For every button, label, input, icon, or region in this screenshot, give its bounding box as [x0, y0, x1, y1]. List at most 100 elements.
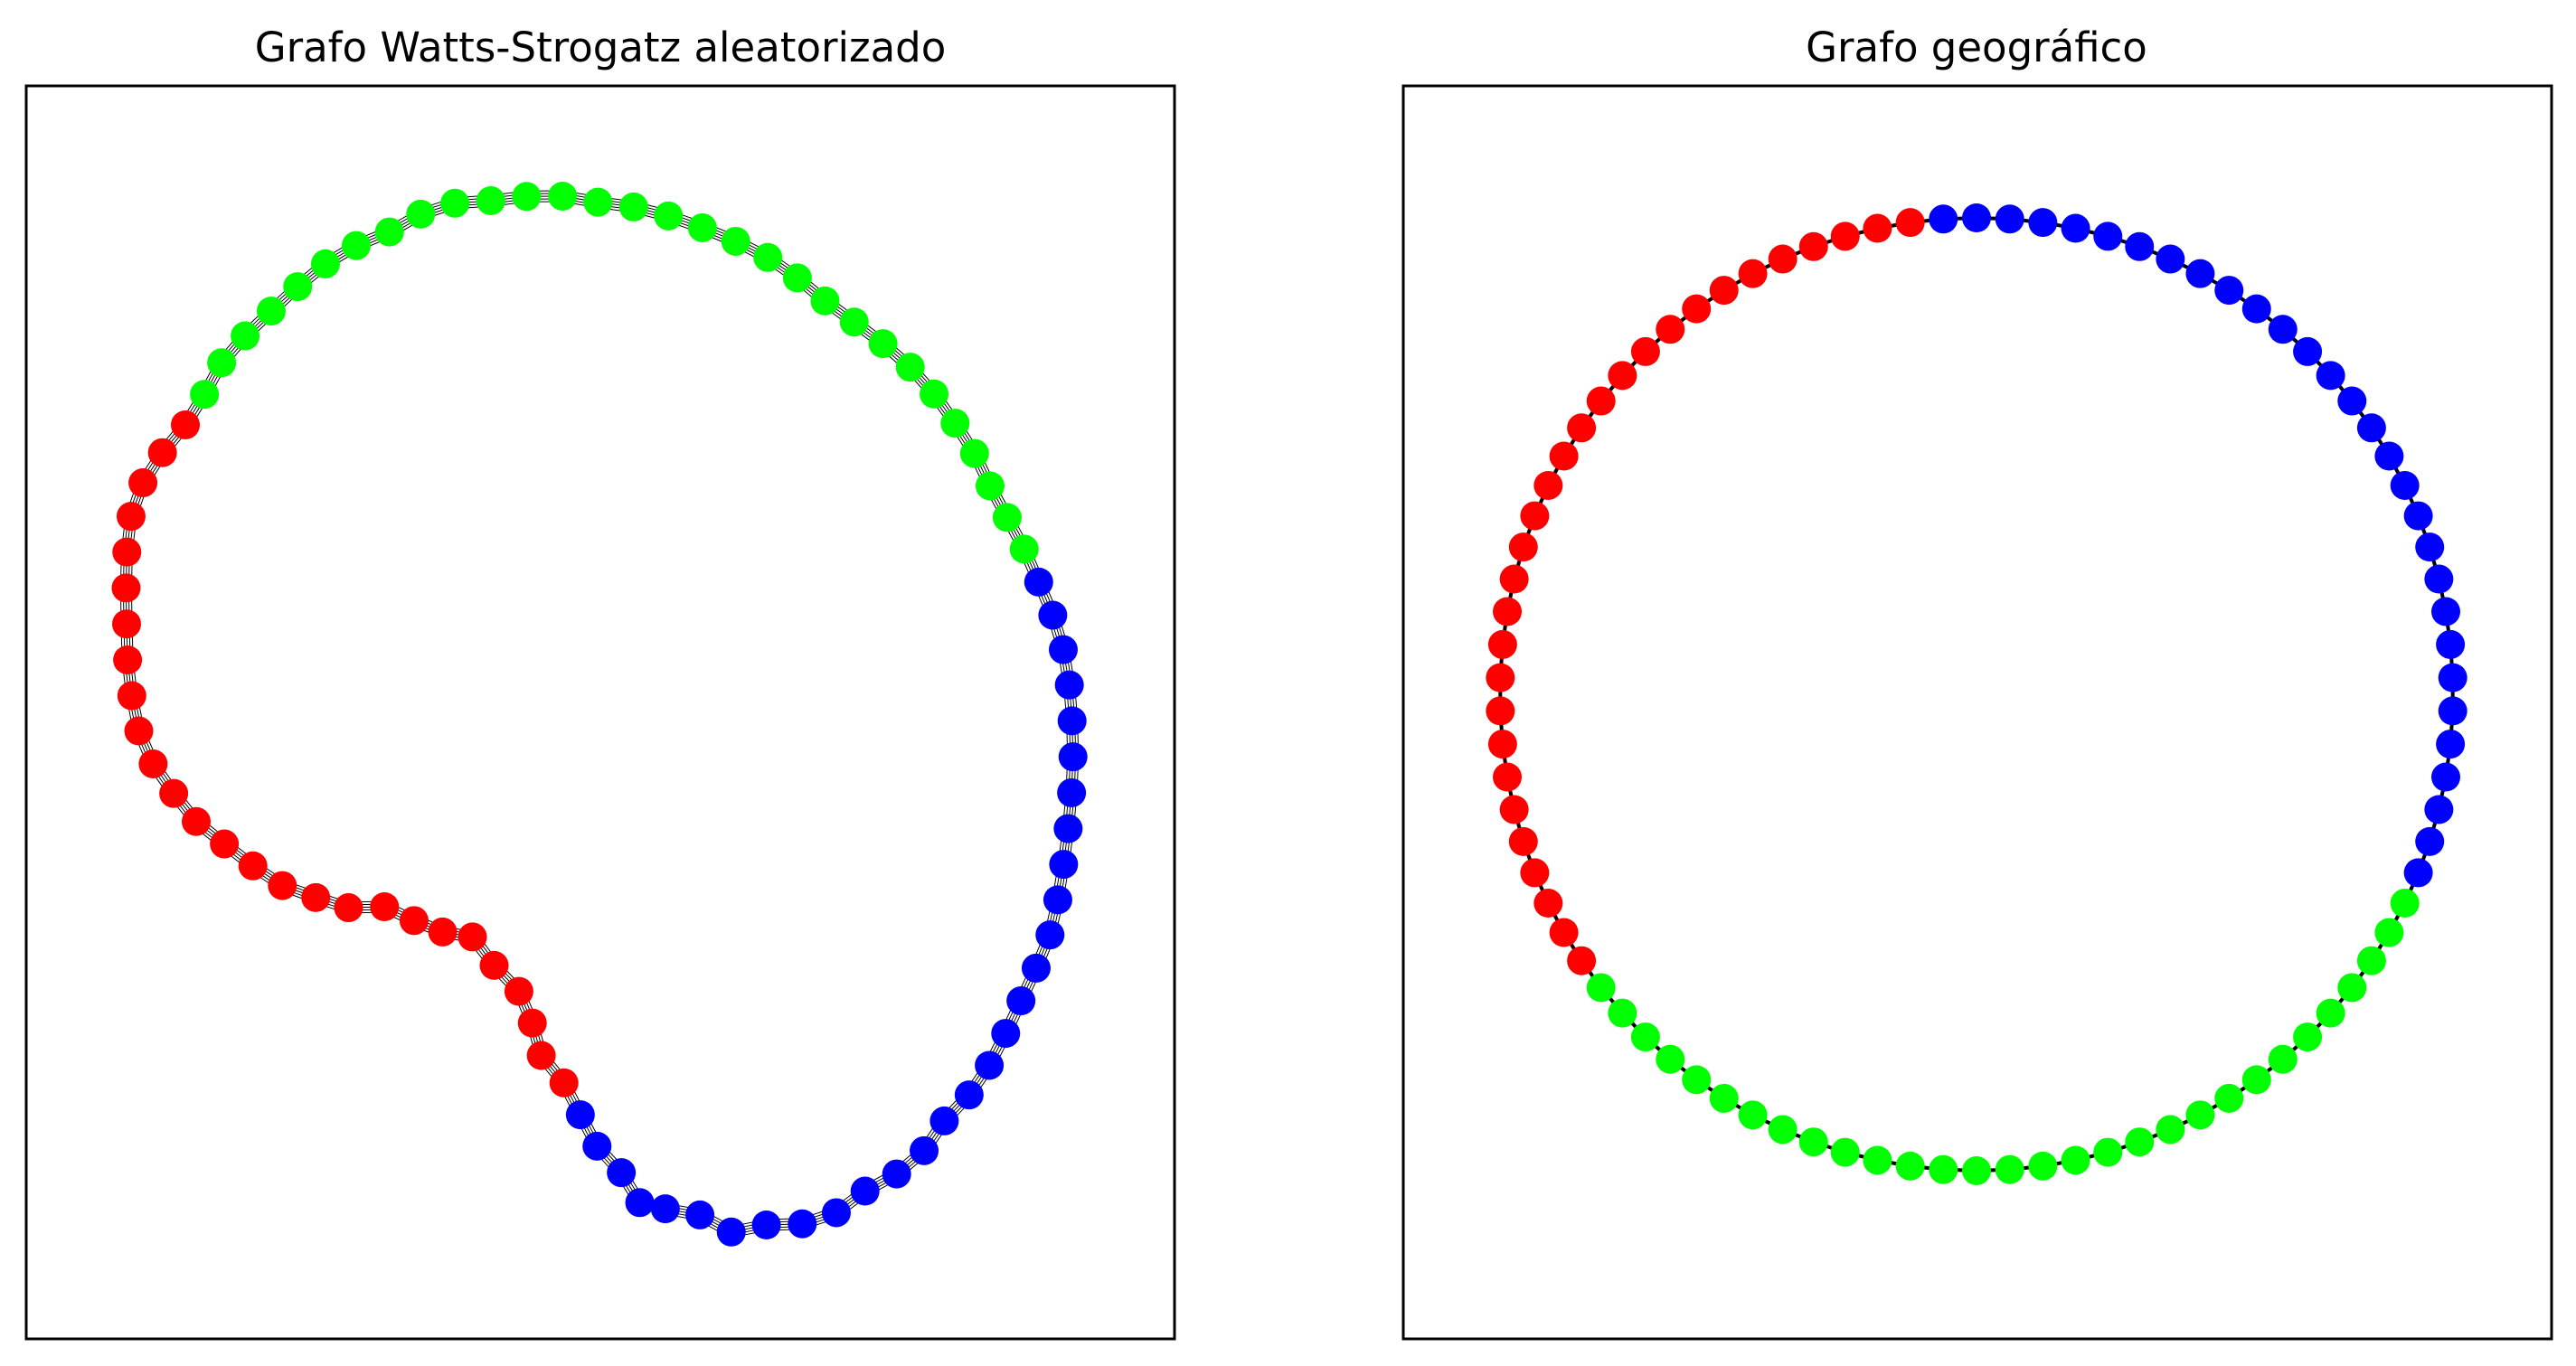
plot-frame-geographic	[1401, 84, 2553, 1341]
watts-strogatz-node-blue	[882, 1159, 911, 1189]
geographic-node-green	[2374, 918, 2404, 947]
geographic-node-blue	[2293, 336, 2323, 366]
watts-strogatz-node-red	[517, 1008, 547, 1038]
geographic-node-blue	[2316, 361, 2345, 391]
watts-strogatz-node-red	[112, 609, 141, 639]
watts-strogatz-node-red	[370, 892, 400, 921]
watts-strogatz-node-blue	[716, 1217, 746, 1247]
geographic-node-blue	[2403, 501, 2433, 531]
watts-strogatz-node-green	[959, 438, 989, 468]
geographic-node-blue	[2436, 629, 2466, 659]
watts-strogatz-node-blue	[1035, 920, 1065, 950]
geographic-node-green	[2093, 1137, 2123, 1167]
watts-strogatz-node-blue	[685, 1200, 715, 1229]
watts-strogatz-node-blue	[1024, 567, 1053, 597]
watts-strogatz-node-red	[128, 468, 158, 498]
watts-strogatz-node-red	[210, 829, 240, 859]
watts-strogatz-node-blue	[1058, 742, 1088, 772]
watts-strogatz-node-red	[526, 1041, 556, 1070]
watts-strogatz-node-red	[182, 806, 212, 836]
watts-strogatz-node-red	[116, 502, 146, 532]
geographic-node-red	[1567, 946, 1597, 975]
watts-strogatz-node-blue	[1057, 777, 1087, 807]
geographic-node-green	[2125, 1127, 2155, 1157]
watts-strogatz-node-red	[238, 851, 268, 881]
watts-strogatz-node-green	[618, 192, 648, 221]
watts-strogatz-node-red	[479, 950, 509, 980]
watts-strogatz-node-green	[190, 380, 220, 410]
geographic-node-red	[1738, 259, 1768, 288]
geographic-node-blue	[2390, 470, 2420, 500]
plot-frame-watts-strogatz	[24, 84, 1176, 1341]
watts-strogatz-node-blue	[607, 1158, 637, 1188]
geographic-node-blue	[2438, 663, 2467, 692]
watts-strogatz-node-green	[687, 212, 717, 242]
watts-strogatz-node-green	[548, 182, 578, 211]
geographic-node-red	[1520, 501, 1550, 531]
watts-strogatz-node-blue	[565, 1100, 595, 1130]
watts-strogatz-node-green	[341, 231, 371, 260]
watts-strogatz-node-green	[721, 226, 750, 256]
geographic-node-red	[1768, 244, 1798, 274]
watts-strogatz-node-green	[753, 242, 783, 272]
watts-strogatz-node-blue	[954, 1080, 984, 1110]
geographic-node-blue	[2093, 221, 2123, 251]
watts-strogatz-node-blue	[910, 1135, 939, 1165]
edges-watts-strogatz	[119, 190, 1080, 1239]
geographic-node-blue	[2185, 259, 2215, 288]
geographic-node-red	[1486, 663, 1515, 692]
geographic-node-green	[1798, 1127, 1828, 1157]
watts-strogatz-node-blue	[1021, 953, 1051, 983]
geographic-node-green	[1995, 1154, 2024, 1184]
watts-strogatz-node-red	[301, 882, 331, 912]
watts-strogatz-node-red	[117, 681, 146, 711]
geographic-node-red	[1533, 470, 1563, 500]
geographic-node-blue	[2125, 231, 2155, 261]
panel-geographic: Grafo geográfico	[1401, 24, 2553, 1341]
watts-strogatz-node-green	[406, 199, 436, 229]
panel-title-watts-strogatz: Grafo Watts-Strogatz aleatorizado	[255, 24, 947, 71]
watts-strogatz-node-blue	[1049, 850, 1079, 880]
geographic-node-green	[1768, 1115, 1798, 1145]
watts-strogatz-node-red	[504, 976, 533, 1006]
watts-strogatz-node-blue	[751, 1211, 781, 1239]
geographic-node-red	[1486, 696, 1515, 726]
geographic-node-blue	[2415, 826, 2445, 856]
watts-strogatz-node-green	[256, 297, 286, 326]
geographic-node-red	[1567, 413, 1597, 443]
watts-strogatz-node-blue	[1048, 635, 1078, 664]
geographic-node-green	[2241, 1065, 2271, 1095]
watts-strogatz-node-green	[992, 503, 1022, 532]
watts-strogatz-node-blue	[650, 1194, 680, 1224]
geographic-node-green	[1608, 998, 1637, 1028]
watts-strogatz-node-red	[334, 893, 363, 923]
geographic-node-green	[2390, 889, 2420, 919]
geographic-node-red	[1830, 221, 1860, 251]
watts-strogatz-node-green	[512, 182, 542, 212]
geographic-node-blue	[2337, 386, 2367, 416]
watts-strogatz-node-green	[782, 263, 812, 293]
watts-strogatz-node-blue	[821, 1198, 851, 1228]
geographic-node-green	[2316, 998, 2345, 1028]
geographic-node-blue	[2403, 858, 2433, 888]
geographic-node-green	[1738, 1100, 1768, 1130]
geographic-node-red	[1586, 386, 1616, 416]
watts-strogatz-node-green	[839, 307, 869, 337]
watts-strogatz-node-red	[268, 871, 297, 900]
geographic-node-blue	[2028, 208, 2058, 238]
geographic-node-red	[1682, 294, 1712, 324]
watts-strogatz-node-red	[549, 1068, 579, 1098]
geographic-node-red	[1709, 276, 1739, 306]
geographic-node-red	[1487, 730, 1517, 759]
geographic-node-green	[2268, 1044, 2298, 1074]
geographic-node-red	[1493, 762, 1523, 792]
watts-strogatz-node-green	[975, 471, 1005, 501]
geographic-node-green	[2061, 1145, 2090, 1175]
geographic-node-red	[1549, 918, 1579, 947]
geographic-node-green	[1682, 1065, 1712, 1095]
watts-strogatz-node-blue	[582, 1131, 612, 1161]
watts-strogatz-node-green	[940, 409, 970, 438]
geographic-node-blue	[1962, 203, 1991, 232]
nodes-watts-strogatz	[111, 182, 1088, 1247]
watts-strogatz-node-green	[476, 186, 505, 216]
